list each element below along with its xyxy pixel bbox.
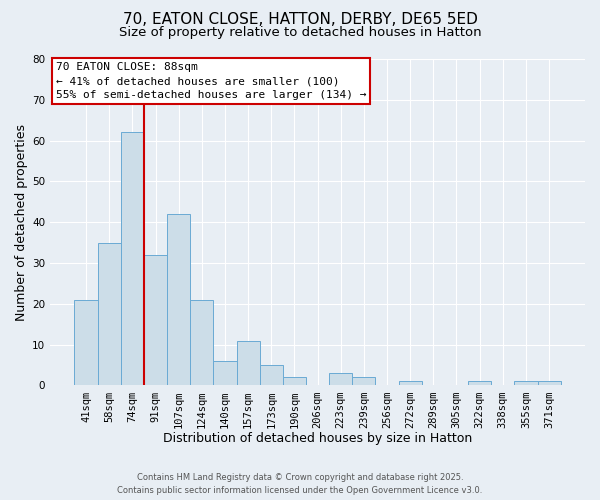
Text: 70, EATON CLOSE, HATTON, DERBY, DE65 5ED: 70, EATON CLOSE, HATTON, DERBY, DE65 5ED: [122, 12, 478, 28]
Bar: [514, 382, 538, 386]
Bar: [144, 255, 167, 386]
Bar: [352, 378, 376, 386]
Text: Contains HM Land Registry data © Crown copyright and database right 2025.
Contai: Contains HM Land Registry data © Crown c…: [118, 474, 482, 495]
Bar: [538, 382, 560, 386]
Bar: [260, 365, 283, 386]
Bar: [167, 214, 190, 386]
Bar: [74, 300, 98, 386]
Text: Size of property relative to detached houses in Hatton: Size of property relative to detached ho…: [119, 26, 481, 39]
Bar: [468, 382, 491, 386]
Bar: [398, 382, 422, 386]
Bar: [283, 378, 306, 386]
Bar: [121, 132, 144, 386]
Bar: [236, 340, 260, 386]
Text: 70 EATON CLOSE: 88sqm
← 41% of detached houses are smaller (100)
55% of semi-det: 70 EATON CLOSE: 88sqm ← 41% of detached …: [56, 62, 366, 100]
Bar: [214, 361, 236, 386]
X-axis label: Distribution of detached houses by size in Hatton: Distribution of detached houses by size …: [163, 432, 472, 445]
Bar: [329, 373, 352, 386]
Bar: [98, 242, 121, 386]
Bar: [190, 300, 214, 386]
Y-axis label: Number of detached properties: Number of detached properties: [15, 124, 28, 320]
